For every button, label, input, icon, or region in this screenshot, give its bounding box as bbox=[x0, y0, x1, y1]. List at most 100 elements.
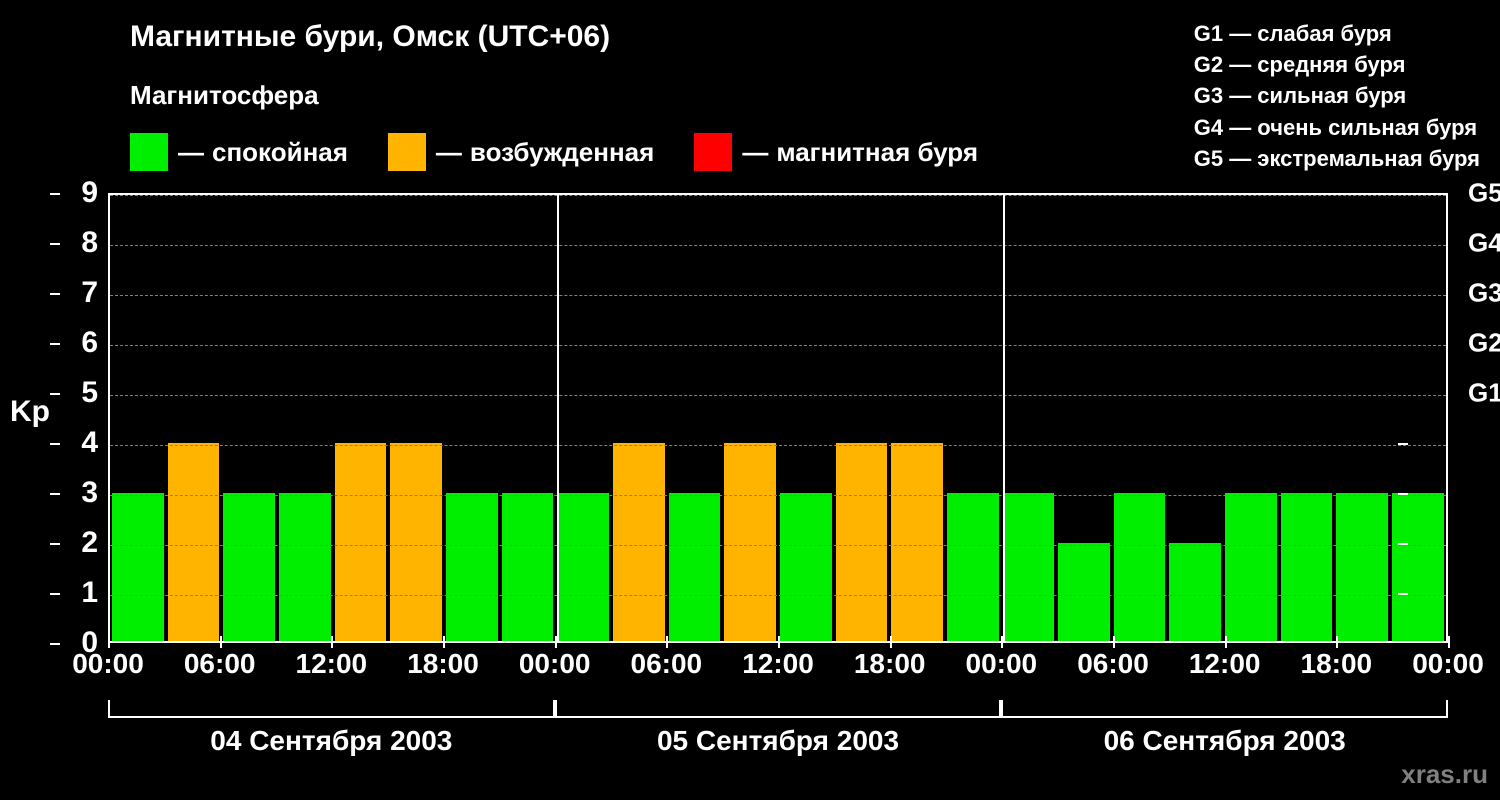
y-tick-label-7: 7 bbox=[81, 276, 98, 310]
bar-slot-05-06[interactable] bbox=[667, 195, 723, 643]
x-tick-mark-2 bbox=[331, 636, 333, 648]
g-minor-tick-1 bbox=[1398, 593, 1408, 595]
y-tick-mark-3 bbox=[50, 493, 60, 495]
x-tick-mark-11 bbox=[1336, 636, 1338, 648]
x-time-label-4: 00:00 bbox=[519, 648, 591, 680]
bar-slot-04-18[interactable] bbox=[444, 195, 500, 643]
legend-label-active: возбужденная bbox=[470, 137, 654, 168]
kp-bar-04-18[interactable] bbox=[446, 493, 498, 643]
g-axis-labels: G1 G2 G3 G4 G5 bbox=[1458, 193, 1500, 643]
bar-slot-05-15[interactable] bbox=[834, 195, 890, 643]
legend-item-storm: — магнитная буря bbox=[694, 133, 978, 171]
bar-slot-05-03[interactable] bbox=[611, 195, 667, 643]
y-axis-labels: 0 1 2 3 4 5 6 7 8 9 bbox=[60, 193, 108, 643]
bar-slot-06-03[interactable] bbox=[1056, 195, 1112, 643]
x-time-label-7: 18:00 bbox=[854, 648, 926, 680]
kp-bar-06-03[interactable] bbox=[1058, 543, 1110, 643]
day-label-0: 04 Сентября 2003 bbox=[210, 725, 452, 757]
kp-bar-04-09[interactable] bbox=[279, 493, 331, 643]
gscale-line-g3: G3 — сильная буря bbox=[1194, 80, 1480, 111]
kp-bar-04-15[interactable] bbox=[390, 443, 442, 643]
x-time-label-8: 00:00 bbox=[966, 648, 1038, 680]
kp-bar-06-09[interactable] bbox=[1169, 543, 1221, 643]
chart-subtitle: Магнитосфера bbox=[130, 80, 319, 111]
magnetic-storm-chart: Магнитные бури, Омск (UTC+06) Магнитосфе… bbox=[0, 0, 1500, 800]
bar-slot-06-00[interactable] bbox=[1001, 195, 1057, 643]
bar-slot-04-06[interactable] bbox=[221, 195, 277, 643]
x-time-label-11: 18:00 bbox=[1301, 648, 1373, 680]
kp-bar-05-06[interactable] bbox=[669, 493, 721, 643]
kp-bar-05-21[interactable] bbox=[947, 493, 999, 643]
bar-slot-04-03[interactable] bbox=[166, 195, 222, 643]
bar-slot-06-12[interactable] bbox=[1223, 195, 1279, 643]
calm-swatch bbox=[130, 133, 168, 171]
gscale-line-g2: G2 — средняя буря bbox=[1194, 49, 1480, 80]
bar-slot-04-15[interactable] bbox=[388, 195, 444, 643]
kp-bar-05-03[interactable] bbox=[613, 443, 665, 643]
kp-bar-05-18[interactable] bbox=[891, 443, 943, 643]
bar-slot-05-00[interactable] bbox=[555, 195, 611, 643]
x-time-label-3: 18:00 bbox=[407, 648, 479, 680]
bar-slot-05-09[interactable] bbox=[722, 195, 778, 643]
kp-bar-06-06[interactable] bbox=[1114, 493, 1166, 643]
kp-bar-04-12[interactable] bbox=[335, 443, 387, 643]
bar-slot-05-18[interactable] bbox=[889, 195, 945, 643]
bar-slot-04-09[interactable] bbox=[277, 195, 333, 643]
bar-slot-06-09[interactable] bbox=[1167, 195, 1223, 643]
bars-container bbox=[110, 195, 1446, 643]
kp-bar-05-00[interactable] bbox=[557, 493, 609, 643]
kp-bar-06-00[interactable] bbox=[1003, 493, 1055, 643]
chart-title: Магнитные бури, Омск (UTC+06) bbox=[130, 20, 610, 54]
y-tick-mark-4 bbox=[50, 443, 60, 445]
x-time-label-12: 00:00 bbox=[1412, 648, 1484, 680]
x-tick-mark-1 bbox=[220, 636, 222, 648]
gridline-1 bbox=[110, 595, 1446, 596]
gridline-6 bbox=[110, 345, 1446, 346]
bar-slot-04-21[interactable] bbox=[500, 195, 556, 643]
bar-slot-05-21[interactable] bbox=[945, 195, 1001, 643]
day-bracket-1 bbox=[555, 700, 1002, 718]
legend-label-storm: магнитная буря bbox=[776, 137, 978, 168]
gridline-4 bbox=[110, 445, 1446, 446]
x-time-label-2: 12:00 bbox=[296, 648, 368, 680]
day-divider-2 bbox=[1003, 195, 1005, 643]
gridline-3 bbox=[110, 495, 1446, 496]
kp-bar-06-18[interactable] bbox=[1336, 493, 1388, 643]
y-tick-label-4: 4 bbox=[81, 426, 98, 460]
kp-bar-04-06[interactable] bbox=[223, 493, 275, 643]
x-time-label-10: 12:00 bbox=[1189, 648, 1261, 680]
kp-bar-04-03[interactable] bbox=[168, 443, 220, 643]
bar-slot-04-00[interactable] bbox=[110, 195, 166, 643]
day-date-brackets: 04 Сентября 2003 05 Сентября 2003 06 Сентя… bbox=[108, 700, 1448, 770]
x-time-label-6: 12:00 bbox=[742, 648, 814, 680]
kp-bar-05-15[interactable] bbox=[836, 443, 888, 643]
gscale-line-g4: G4 — очень сильная буря bbox=[1194, 112, 1480, 143]
gridline-9 bbox=[110, 195, 1446, 196]
y-tick-mark-2 bbox=[50, 543, 60, 545]
y-tick-mark-6 bbox=[50, 343, 60, 345]
kp-bar-06-21[interactable] bbox=[1392, 493, 1444, 643]
kp-bar-04-21[interactable] bbox=[502, 493, 554, 643]
kp-bar-06-15[interactable] bbox=[1281, 493, 1333, 643]
legend-label-calm: спокойная bbox=[212, 137, 348, 168]
x-time-label-1: 06:00 bbox=[184, 648, 256, 680]
kp-bar-05-09[interactable] bbox=[724, 443, 776, 643]
bar-slot-06-18[interactable] bbox=[1334, 195, 1390, 643]
bar-slot-06-06[interactable] bbox=[1112, 195, 1168, 643]
kp-bar-04-00[interactable] bbox=[112, 493, 164, 643]
bar-slot-06-21[interactable] bbox=[1390, 195, 1446, 643]
x-tick-mark-6 bbox=[778, 636, 780, 648]
kp-bar-06-12[interactable] bbox=[1225, 493, 1277, 643]
g-minor-tick-2 bbox=[1398, 543, 1408, 545]
y-tick-label-1: 1 bbox=[81, 576, 98, 610]
bar-slot-06-15[interactable] bbox=[1279, 195, 1335, 643]
bar-slot-04-12[interactable] bbox=[333, 195, 389, 643]
y-tick-label-6: 6 bbox=[81, 326, 98, 360]
bar-slot-05-12[interactable] bbox=[778, 195, 834, 643]
y-tick-mark-7 bbox=[50, 293, 60, 295]
magnetosphere-legend: — спокойная — возбужденная — магнитная б… bbox=[130, 133, 1018, 171]
kp-bar-05-12[interactable] bbox=[780, 493, 832, 643]
y-tick-label-8: 8 bbox=[81, 226, 98, 260]
x-tick-mark-10 bbox=[1225, 636, 1227, 648]
x-tick-mark-9 bbox=[1113, 636, 1115, 648]
